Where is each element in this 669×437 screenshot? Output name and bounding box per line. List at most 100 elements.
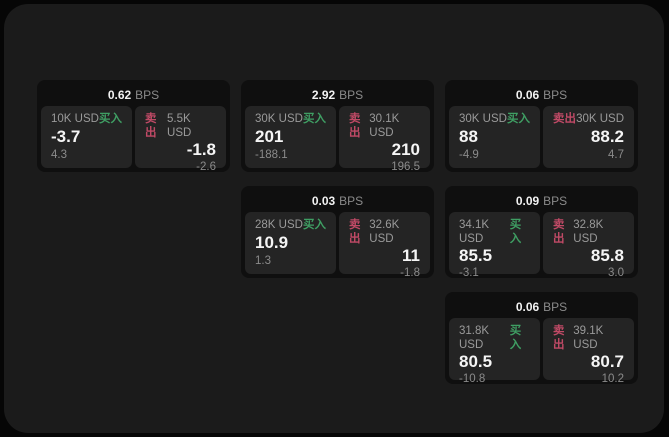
buy-size: 28K USD bbox=[255, 219, 303, 231]
spread-value: 0.09 bbox=[515, 194, 540, 208]
buy-panel[interactable]: 30K USD 买入 201 -188.1 bbox=[245, 106, 336, 168]
buy-label: 买入 bbox=[99, 113, 122, 125]
buy-price: 10.9 bbox=[255, 233, 289, 252]
buy-price: 85.5 bbox=[459, 246, 493, 265]
sell-size: 32.8K USD bbox=[573, 219, 604, 245]
buy-panel-top: 28K USD 买入 bbox=[255, 218, 326, 232]
bps-label: BPS bbox=[543, 300, 568, 314]
sell-change: 10.2 bbox=[601, 373, 624, 385]
spread-value: 0.62 bbox=[107, 88, 132, 102]
sell-size: 39.1K USD bbox=[573, 325, 604, 351]
sell-change: 3.0 bbox=[608, 267, 624, 279]
sell-size: 5.5K USD bbox=[167, 113, 192, 139]
buy-size: 31.8K USD bbox=[459, 325, 490, 351]
quote-panels: 34.1K USD 买入 85.5 -3.1 卖出 32.8K USD 85.8… bbox=[449, 212, 634, 279]
spread-header: 0.06 BPS bbox=[449, 84, 634, 106]
buy-label: 买入 bbox=[509, 219, 522, 245]
buy-panel[interactable]: 10K USD 买入 -3.7 4.3 bbox=[41, 106, 132, 168]
spread-value: 2.92 bbox=[311, 88, 336, 102]
buy-size: 34.1K USD bbox=[459, 219, 490, 245]
buy-price: 80.5 bbox=[459, 352, 493, 371]
quote-card: 0.09 BPS 34.1K USD 买入 85.5 -3.1 卖出 32.8K… bbox=[445, 186, 638, 279]
bps-label: BPS bbox=[543, 194, 568, 208]
sell-price: 210 bbox=[391, 140, 420, 159]
buy-label: 买入 bbox=[507, 113, 530, 125]
buy-panel-top: 30K USD 买入 bbox=[255, 112, 326, 126]
spread-header: 0.62 BPS bbox=[41, 84, 226, 106]
quote-panels: 10K USD 买入 -3.7 4.3 卖出 5.5K USD -1.8 -2.… bbox=[41, 106, 226, 173]
bps-label: BPS bbox=[543, 88, 568, 102]
sell-change: -2.6 bbox=[196, 161, 216, 173]
sell-panel-top: 卖出 30.1K USD bbox=[349, 112, 420, 140]
quote-card: 0.06 BPS 30K USD 买入 88 -4.9 卖出 30K USD 8… bbox=[445, 80, 638, 172]
spread-value: 0.06 bbox=[515, 300, 540, 314]
sell-panel[interactable]: 卖出 32.6K USD 11 -1.8 bbox=[339, 212, 430, 279]
buy-panel-top: 34.1K USD 买入 bbox=[459, 218, 530, 246]
sell-label: 卖出 bbox=[349, 219, 361, 245]
sell-price: 11 bbox=[402, 246, 420, 265]
buy-size: 30K USD bbox=[459, 113, 507, 125]
sell-change: 4.7 bbox=[608, 149, 624, 161]
sell-price: 80.7 bbox=[590, 352, 624, 371]
buy-change: -3.1 bbox=[459, 267, 479, 279]
buy-panel[interactable]: 30K USD 买入 88 -4.9 bbox=[449, 106, 540, 168]
sell-panel-top: 卖出 32.6K USD bbox=[349, 218, 420, 246]
buy-size: 30K USD bbox=[255, 113, 303, 125]
app-container: 0.62 BPS 10K USD 买入 -3.7 4.3 卖出 5.5K USD… bbox=[4, 4, 664, 433]
spread-header: 0.03 BPS bbox=[245, 190, 430, 212]
sell-panel-top: 卖出 30K USD bbox=[553, 112, 624, 126]
spread-value: 0.06 bbox=[515, 88, 540, 102]
buy-panel[interactable]: 31.8K USD 买入 80.5 -10.8 bbox=[449, 318, 540, 385]
buy-price: -3.7 bbox=[51, 127, 81, 146]
sell-price: -1.8 bbox=[186, 140, 216, 159]
bps-label: BPS bbox=[339, 194, 364, 208]
sell-change: -1.8 bbox=[400, 267, 420, 279]
buy-panel[interactable]: 34.1K USD 买入 85.5 -3.1 bbox=[449, 212, 540, 279]
sell-panel[interactable]: 卖出 39.1K USD 80.7 10.2 bbox=[543, 318, 634, 385]
quote-card: 0.62 BPS 10K USD 买入 -3.7 4.3 卖出 5.5K USD… bbox=[37, 80, 230, 173]
buy-panel-top: 31.8K USD 买入 bbox=[459, 324, 530, 352]
buy-label: 买入 bbox=[303, 113, 326, 125]
bps-label: BPS bbox=[135, 88, 160, 102]
sell-panel[interactable]: 卖出 5.5K USD -1.8 -2.6 bbox=[135, 106, 226, 173]
quote-panels: 30K USD 买入 88 -4.9 卖出 30K USD 88.2 4.7 bbox=[449, 106, 634, 168]
spread-value: 0.03 bbox=[311, 194, 336, 208]
quote-card: 0.06 BPS 31.8K USD 买入 80.5 -10.8 卖出 39.1… bbox=[445, 292, 638, 385]
buy-change: -10.8 bbox=[459, 373, 486, 385]
spread-header: 0.09 BPS bbox=[449, 190, 634, 212]
buy-change: -4.9 bbox=[459, 149, 479, 161]
quote-card: 0.03 BPS 28K USD 买入 10.9 1.3 卖出 32.6K US… bbox=[241, 186, 434, 279]
sell-price: 85.8 bbox=[590, 246, 624, 265]
bps-label: BPS bbox=[339, 88, 364, 102]
sell-label: 卖出 bbox=[553, 325, 565, 351]
buy-price: 88 bbox=[459, 127, 478, 146]
sell-size: 30K USD bbox=[576, 113, 624, 125]
sell-label: 卖出 bbox=[553, 113, 576, 125]
sell-size: 30.1K USD bbox=[369, 113, 400, 139]
sell-size: 32.6K USD bbox=[369, 219, 400, 245]
spread-header: 2.92 BPS bbox=[245, 84, 430, 106]
buy-change: -188.1 bbox=[255, 149, 288, 161]
sell-label: 卖出 bbox=[553, 219, 565, 245]
sell-label: 卖出 bbox=[349, 113, 361, 139]
buy-panel-top: 30K USD 买入 bbox=[459, 112, 530, 126]
sell-panel[interactable]: 卖出 30.1K USD 210 196.5 bbox=[339, 106, 430, 173]
sell-change: 196.5 bbox=[391, 161, 420, 173]
sell-panel-top: 卖出 32.8K USD bbox=[553, 218, 624, 246]
sell-panel-top: 卖出 5.5K USD bbox=[145, 112, 216, 140]
spread-header: 0.06 BPS bbox=[449, 296, 634, 318]
buy-change: 1.3 bbox=[255, 255, 271, 267]
quotes-grid: 0.62 BPS 10K USD 买入 -3.7 4.3 卖出 5.5K USD… bbox=[37, 80, 638, 385]
quote-card: 2.92 BPS 30K USD 买入 201 -188.1 卖出 30.1K … bbox=[241, 80, 434, 173]
buy-panel[interactable]: 28K USD 买入 10.9 1.3 bbox=[245, 212, 336, 274]
buy-label: 买入 bbox=[509, 325, 522, 351]
buy-change: 4.3 bbox=[51, 149, 67, 161]
sell-panel[interactable]: 卖出 32.8K USD 85.8 3.0 bbox=[543, 212, 634, 279]
sell-price: 88.2 bbox=[590, 127, 624, 146]
buy-price: 201 bbox=[255, 127, 284, 146]
sell-panel[interactable]: 卖出 30K USD 88.2 4.7 bbox=[543, 106, 634, 168]
sell-label: 卖出 bbox=[145, 113, 157, 139]
sell-panel-top: 卖出 39.1K USD bbox=[553, 324, 624, 352]
quote-panels: 28K USD 买入 10.9 1.3 卖出 32.6K USD 11 -1.8 bbox=[245, 212, 430, 279]
